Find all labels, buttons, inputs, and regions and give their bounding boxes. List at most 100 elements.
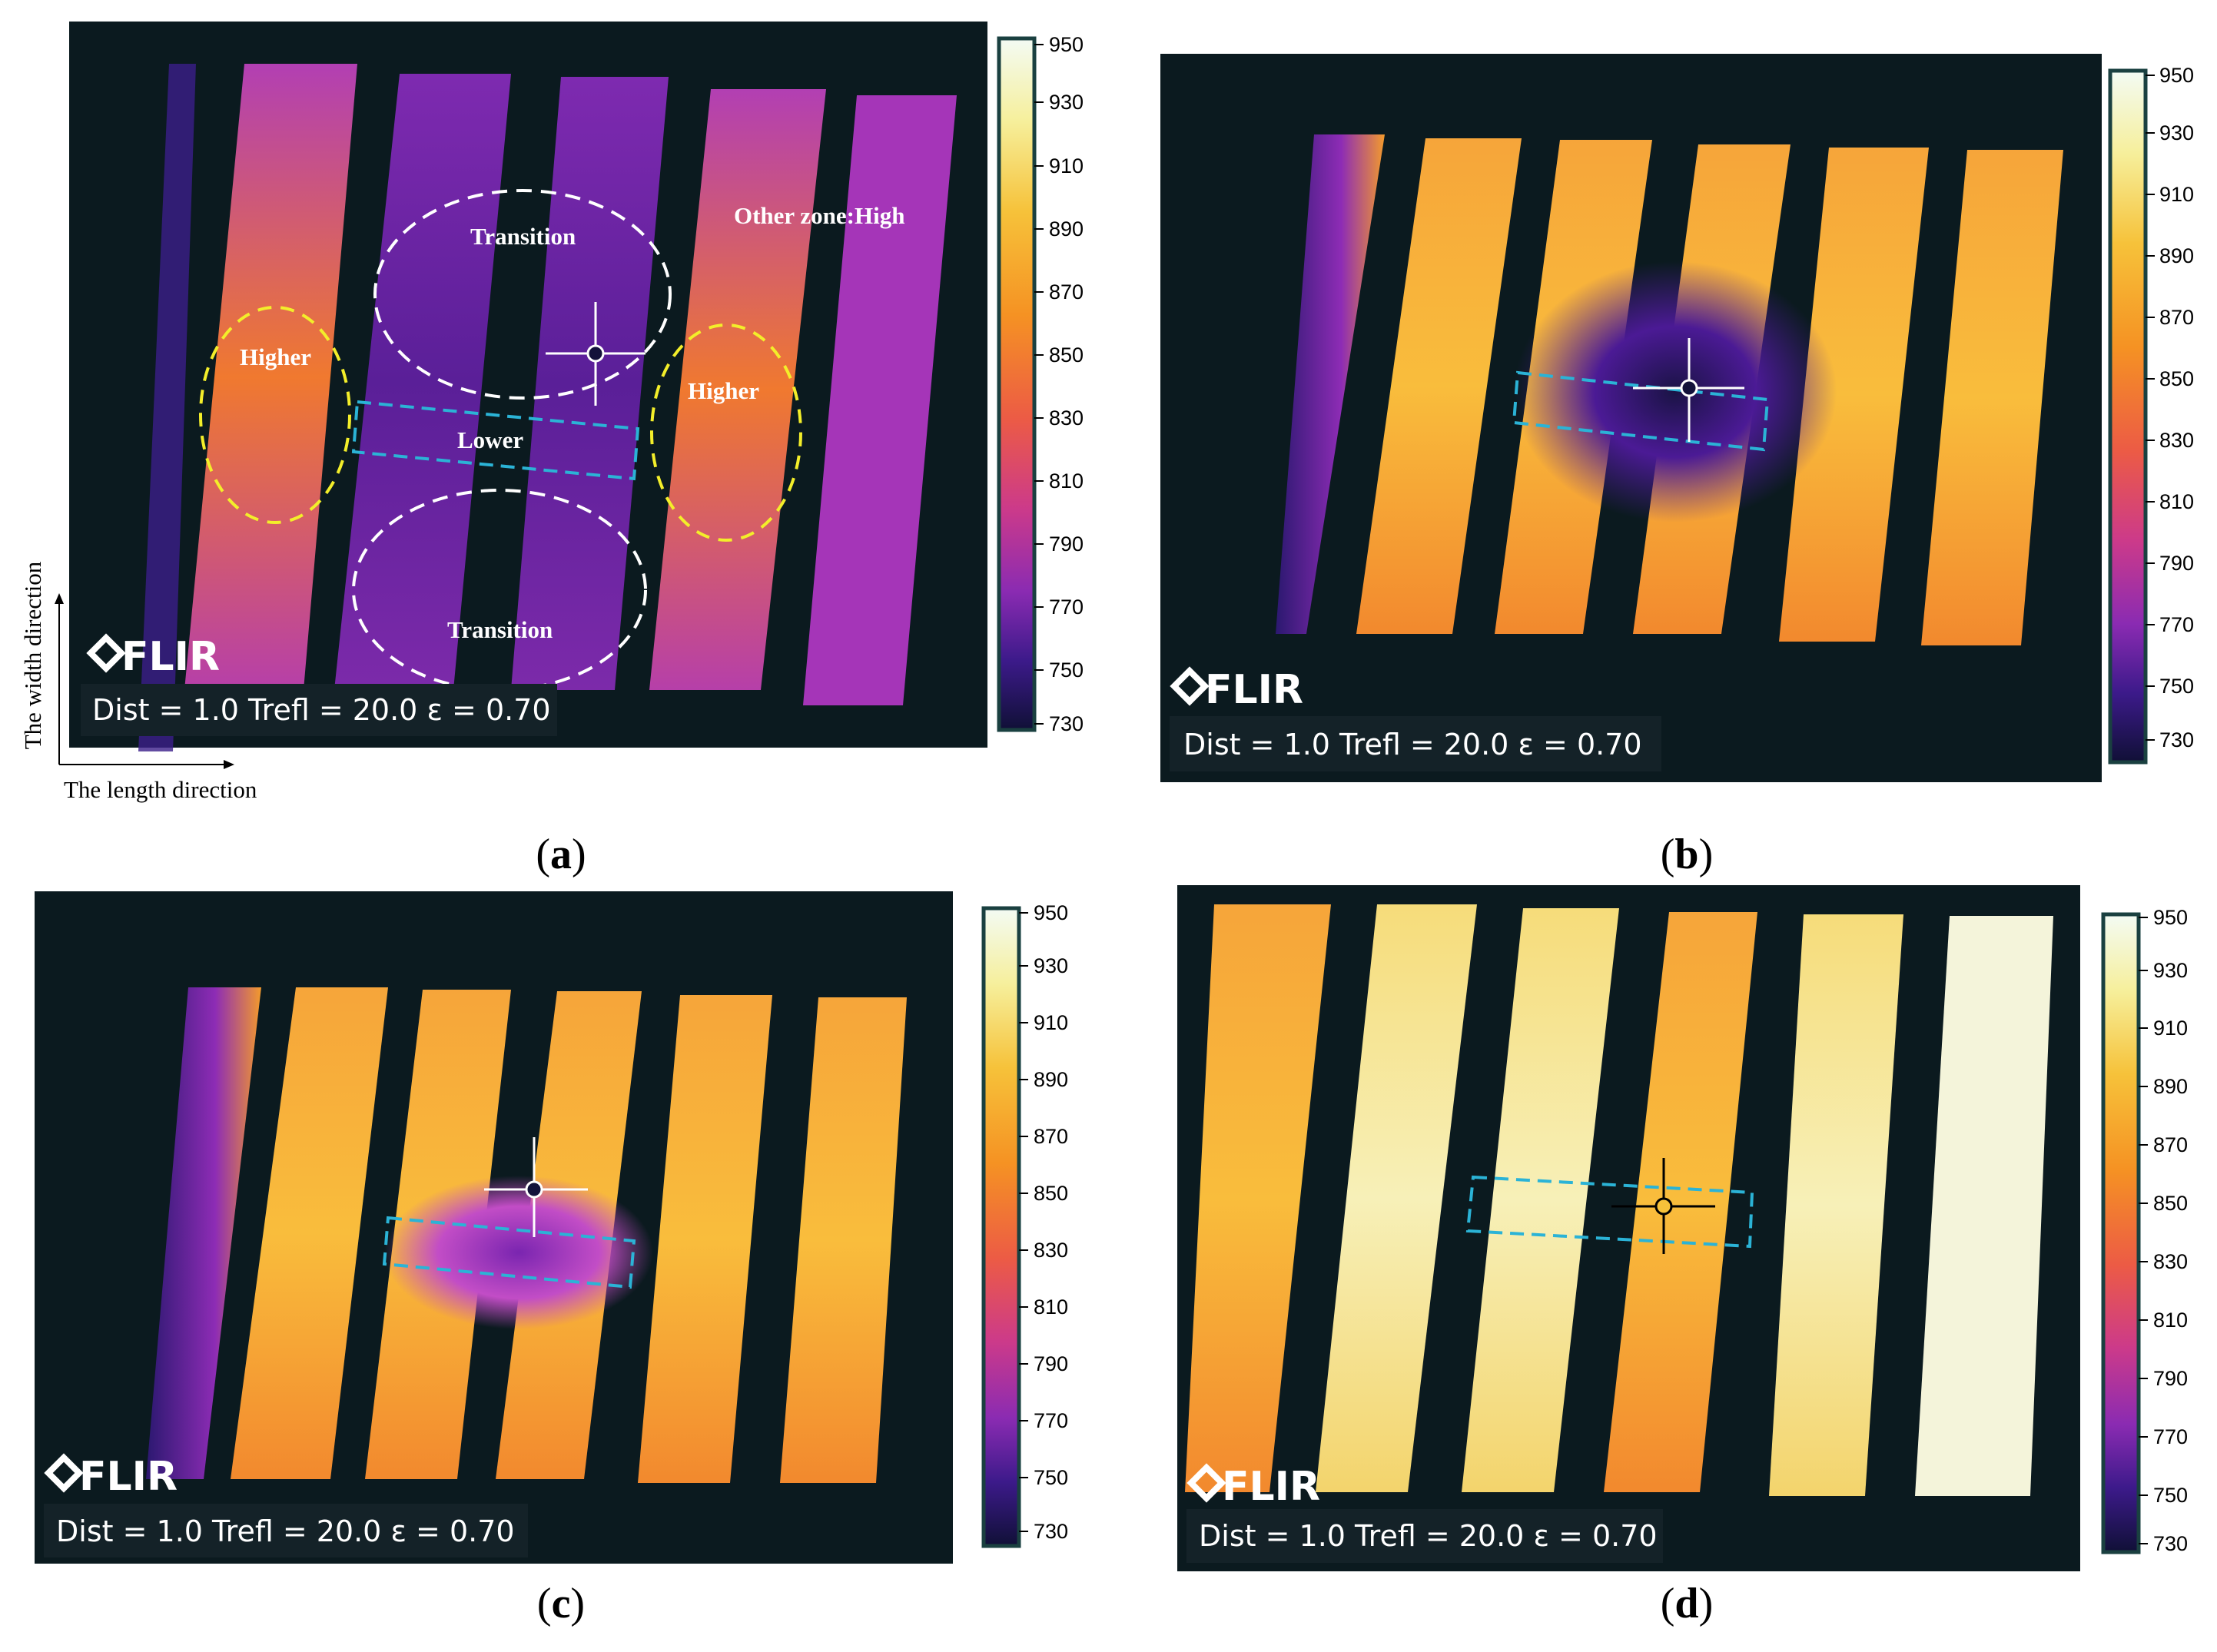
edge-strip <box>146 987 261 1479</box>
edge-strip <box>1276 134 1385 634</box>
plate-strip-4 <box>638 995 772 1483</box>
cool-zone <box>384 1176 653 1329</box>
annotation-higher-right: Higher <box>688 377 759 404</box>
annotation-transition-bottom: Transition <box>447 616 553 643</box>
lower-zone-box <box>382 1216 636 1289</box>
thermal-image-b: FLIR Dist = 1.0 Trefl = 20.0 ε = 0.70 95… <box>1160 54 2194 782</box>
colorbar-label: 850 <box>2159 367 2194 390</box>
annotation-lower: Lower <box>457 426 523 453</box>
colorbar-label: 950 <box>2159 64 2194 87</box>
colorbar-label: 810 <box>1049 469 1084 493</box>
info-readout: Dist = 1.0 Trefl = 20.0 ε = 0.70 <box>1183 728 1642 761</box>
colorbar-label: 850 <box>2153 1192 2188 1215</box>
plate-strip-1 <box>231 987 388 1479</box>
lower-zone-box <box>1512 370 1770 452</box>
svg-text:FLIR: FLIR <box>79 1454 178 1500</box>
colorbar-label: 950 <box>2153 906 2188 929</box>
colorbar-label: 770 <box>2153 1425 2188 1448</box>
plate-strip-4 <box>1779 148 1929 642</box>
crosshair-icon <box>1611 1158 1715 1254</box>
colorbar-label: 830 <box>1049 406 1084 430</box>
plate-strip-3 <box>511 77 669 690</box>
plate-strip-5 <box>803 95 957 705</box>
transition-zone-bottom <box>352 489 647 692</box>
crosshair-icon <box>546 302 646 406</box>
colorbar-label: 850 <box>1049 343 1084 367</box>
colorbar-label: 810 <box>1034 1295 1068 1319</box>
colorbar-label: 870 <box>2153 1133 2188 1156</box>
colorbar-label: 770 <box>1049 595 1084 619</box>
colorbar-label: 770 <box>2159 613 2194 636</box>
colorbar-label: 730 <box>1049 712 1084 735</box>
flir-logo: FLIR <box>44 1453 178 1500</box>
colorbar-label: 830 <box>2153 1250 2188 1273</box>
info-bar-bg <box>1170 716 1661 771</box>
info-bar-bg <box>1186 1509 1663 1563</box>
caption-c: (c) <box>536 1580 586 1627</box>
colorbar-label: 850 <box>1034 1182 1068 1205</box>
info-bar-bg <box>44 1504 528 1557</box>
colorbar-label: 770 <box>1034 1409 1068 1432</box>
crosshair-icon <box>1633 338 1744 442</box>
colorbar-label: 910 <box>2159 183 2194 206</box>
plate-strip-1 <box>1356 138 1522 634</box>
plate-strip-4 <box>1604 912 1757 1492</box>
colorbar-label: 810 <box>2153 1309 2188 1332</box>
caption-a: (a) <box>536 831 586 878</box>
colorbar <box>2108 68 2148 765</box>
thermal-panel-d: FLIR Dist = 1.0 Trefl = 20.0 ε = 0.70 95… <box>1177 885 2217 1577</box>
colorbar <box>997 36 1037 732</box>
thermal-panel-c: FLIR Dist = 1.0 Trefl = 20.0 ε = 0.70 95… <box>35 891 1107 1571</box>
colorbar-label: 830 <box>1034 1239 1068 1262</box>
annotation-other-zone: Other zone:High <box>734 202 904 229</box>
svg-text:FLIR: FLIR <box>121 634 220 680</box>
colorbar-label: 790 <box>2159 552 2194 575</box>
colorbar-ticks <box>1019 912 1028 1532</box>
colorbar <box>2101 912 2141 1554</box>
colorbar-label: 830 <box>2159 429 2194 452</box>
colorbar-label: 790 <box>1034 1352 1068 1375</box>
plate-strip-5 <box>1769 914 1903 1496</box>
plate-strip-1 <box>1185 904 1331 1492</box>
colorbar-label: 730 <box>2153 1532 2188 1555</box>
colorbar-label: 870 <box>1049 280 1084 304</box>
length-direction-label: The length direction <box>64 776 257 803</box>
colorbar-label: 950 <box>1034 901 1068 924</box>
info-readout: Dist = 1.0 Trefl = 20.0 ε = 0.70 <box>92 693 551 727</box>
colorbar-label: 910 <box>2153 1017 2188 1040</box>
lower-zone-box <box>1465 1175 1754 1249</box>
colorbar-label: 890 <box>1049 217 1084 241</box>
plate-strip-6 <box>1915 916 2053 1496</box>
plate-strip-4 <box>649 89 826 690</box>
colorbar-label: 790 <box>1049 532 1084 556</box>
colorbar-label: 730 <box>2159 728 2194 751</box>
colorbar-label: 890 <box>2153 1075 2188 1098</box>
plate-strip-3 <box>1462 908 1619 1492</box>
colorbar-label: 750 <box>1049 658 1084 682</box>
plate-strip-2 <box>1316 904 1477 1492</box>
colorbar-label: 790 <box>2153 1367 2188 1390</box>
higher-zone-left <box>199 306 351 524</box>
plate-strip-5 <box>1921 150 2063 645</box>
lower-zone-box <box>351 400 640 481</box>
colorbar-label: 750 <box>1034 1466 1068 1489</box>
flir-logo: FLIR <box>86 633 220 680</box>
colorbar-label: 950 <box>1049 33 1084 56</box>
colorbar-ticks <box>2139 917 2148 1544</box>
colorbar-label: 910 <box>1049 154 1084 177</box>
colorbar-label: 870 <box>1034 1125 1068 1148</box>
axis-arrows <box>55 593 234 769</box>
width-direction-label: The width direction <box>19 561 46 750</box>
cool-zone <box>1514 261 1837 522</box>
colorbar-label: 930 <box>2159 121 2194 144</box>
thermal-panel-a: Transition Transition Higher Higher Lowe… <box>69 22 1114 751</box>
info-bar-bg <box>81 684 557 736</box>
flir-logo: FLIR <box>1170 666 1303 713</box>
higher-zone-right <box>650 323 802 542</box>
colorbar-ticks <box>2146 75 2155 741</box>
colorbar-label: 870 <box>2159 306 2194 329</box>
colorbar-label: 750 <box>2159 675 2194 698</box>
info-readout: Dist = 1.0 Trefl = 20.0 ε = 0.70 <box>1199 1519 1658 1553</box>
thermal-image-c: FLIR Dist = 1.0 Trefl = 20.0 ε = 0.70 95… <box>35 891 1068 1564</box>
crosshair-icon <box>484 1137 588 1237</box>
